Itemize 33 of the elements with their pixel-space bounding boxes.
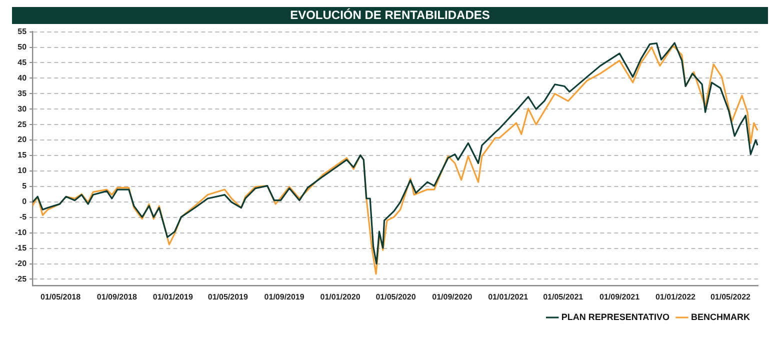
y-tick-label: 0 [22, 197, 28, 206]
y-tick-label: 55 [18, 27, 28, 36]
x-tick-label: 01/05/2022 [710, 292, 752, 302]
legend-label: BENCHMARK [691, 312, 750, 322]
x-tick-label: 01/09/2021 [599, 292, 640, 302]
x-tick-label: 01/09/2019 [264, 292, 305, 302]
x-tick-label: 01/01/2021 [488, 292, 529, 302]
x-tick-label: 01/05/2018 [40, 292, 82, 302]
y-tick-label: 45 [18, 58, 28, 67]
y-tick-label: -5 [19, 212, 28, 222]
x-tick-label: 01/05/2019 [208, 292, 248, 302]
y-tick-label: -10 [15, 228, 28, 238]
y-tick-label: 15 [18, 150, 28, 160]
y-tick-label: -15 [15, 243, 28, 252]
x-tick-label: 01/09/2020 [432, 292, 473, 302]
y-tick-label: 20 [18, 135, 28, 144]
x-tick-label: 01/05/2021 [543, 292, 584, 302]
y-tick-label: 40 [18, 73, 28, 82]
y-tick-label: 50 [18, 42, 28, 52]
chart-title: EVOLUCIÓN DE RENTABILIDADES [12, 7, 768, 24]
y-tick-label: 5 [22, 182, 28, 191]
x-tick-label: 01/01/2019 [152, 292, 194, 302]
y-tick-label: 25 [18, 120, 28, 129]
x-tick-label: 01/01/2022 [655, 292, 696, 302]
y-tick-label: 30 [18, 104, 28, 114]
x-tick-label: 01/09/2018 [96, 292, 138, 302]
x-tick-label: 01/01/2020 [320, 292, 361, 302]
y-tick-label: -20 [15, 258, 28, 268]
y-tick-label: -25 [15, 274, 28, 284]
legend-label: PLAN REPRESENTATIVO [561, 312, 670, 322]
y-tick-label: 10 [18, 166, 28, 176]
x-tick-label: 01/05/2020 [376, 292, 416, 302]
y-tick-label: 35 [18, 88, 28, 98]
